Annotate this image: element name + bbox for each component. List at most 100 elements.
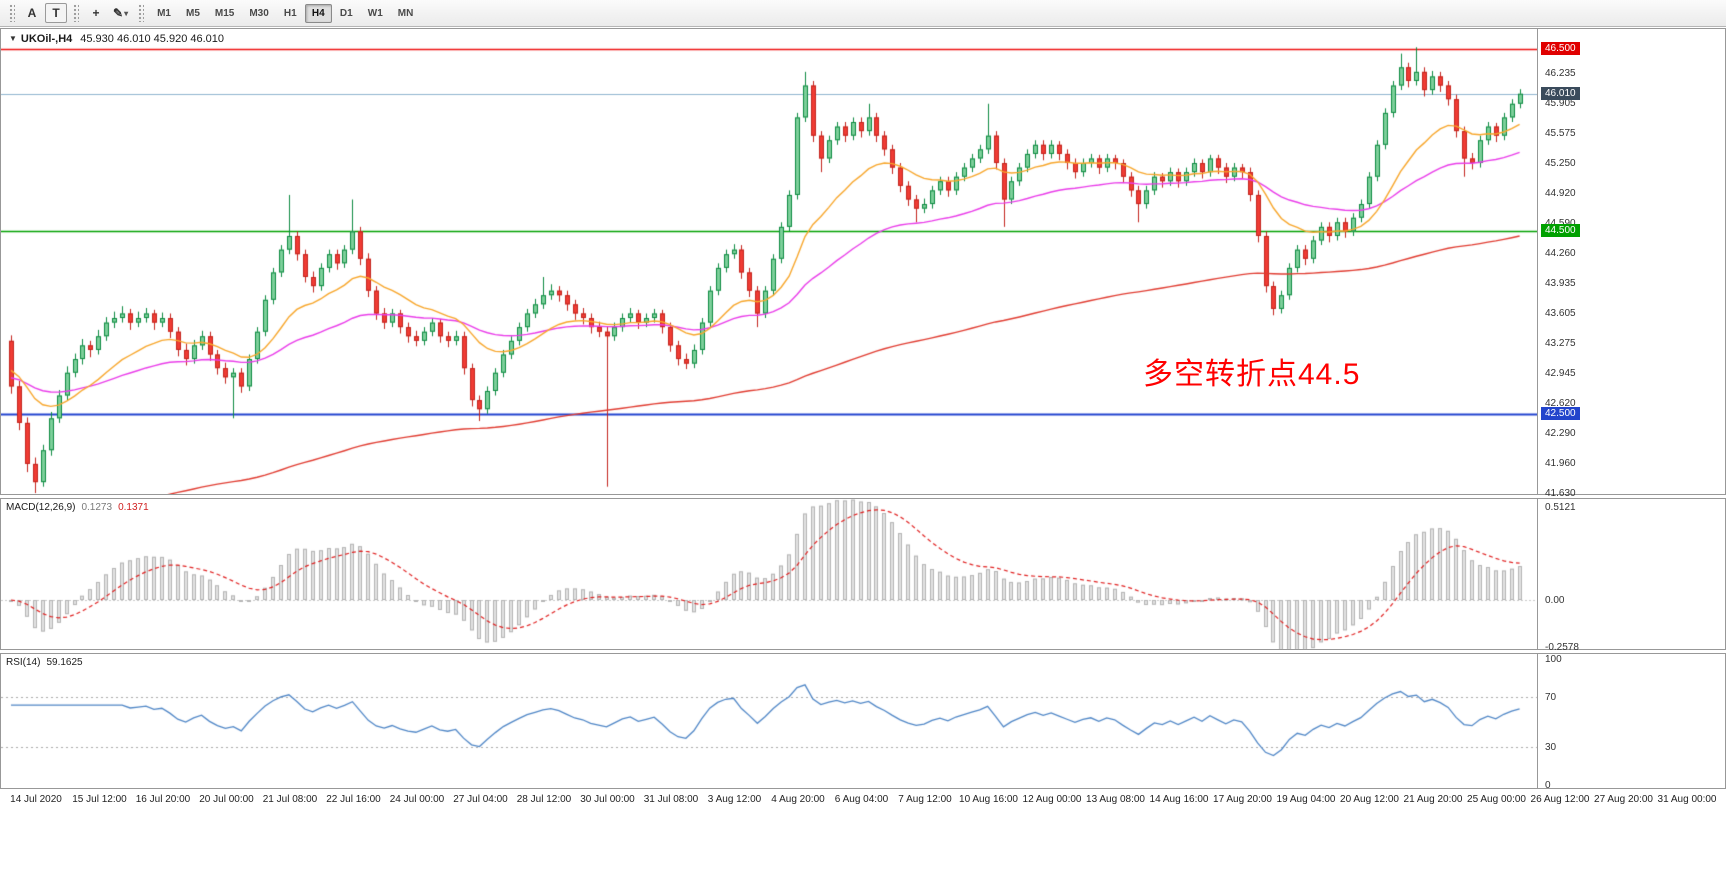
- macd-tick-label: 0.00: [1545, 595, 1565, 606]
- text-tool-button[interactable]: T: [45, 3, 67, 23]
- scale-separator: [1537, 654, 1538, 788]
- toolbar-grip[interactable]: [9, 4, 15, 22]
- price-badge-46.500: 46.500: [1541, 42, 1580, 56]
- time-label: 21 Aug 20:00: [1403, 794, 1463, 805]
- price-tick-label: 43.605: [1545, 308, 1576, 319]
- time-label: 14 Aug 16:00: [1149, 794, 1209, 805]
- macd-tick-label: 0.5121: [1545, 502, 1576, 513]
- time-label: 4 Aug 20:00: [771, 794, 825, 805]
- time-label: 3 Aug 12:00: [707, 794, 762, 805]
- price-scale[interactable]: 46.235 45.905 45.575 45.250 44.920 44.590 44.2…: [1538, 29, 1725, 499]
- toolbar-grip[interactable]: [73, 4, 79, 22]
- price-tick-label: 45.250: [1545, 158, 1576, 170]
- quick-trade-collapse-icon[interactable]: ▼: [9, 34, 17, 43]
- time-axis[interactable]: 14 Jul 2020 15 Jul 12:00 16 Jul 20:00 20 Ju…: [0, 790, 1724, 812]
- pencil-icon: ✎: [113, 6, 124, 20]
- scale-separator: [1537, 29, 1538, 494]
- scale-separator: [1537, 499, 1538, 649]
- macd-indicator-label: MACD(12,26,9): [6, 502, 76, 513]
- time-label: 15 Jul 12:00: [72, 794, 127, 805]
- price-chart-panel: ▼ UKOil-,H4 45.930 46.010 45.920 46.010 多空…: [0, 28, 1726, 499]
- rsi-tick-label: 100: [1545, 654, 1562, 665]
- timeframe-button-w1[interactable]: W1: [361, 4, 390, 23]
- timeframe-button-mn[interactable]: MN: [391, 4, 421, 23]
- price-tick-label: 41.630: [1545, 488, 1576, 500]
- price-tick-label: 45.575: [1545, 128, 1576, 140]
- time-label: 22 Jul 16:00: [326, 794, 381, 805]
- pivot-annotation-text: 多空转折点44.5: [1143, 358, 1361, 391]
- symbol-timeframe-label: UKOil-,H4: [20, 33, 73, 45]
- toolbar-grip[interactable]: [138, 4, 145, 22]
- time-label: 20 Aug 12:00: [1340, 794, 1399, 805]
- price-tick-label: 42.290: [1545, 427, 1576, 439]
- price-tick-label: 42.945: [1545, 368, 1576, 380]
- time-label: 31 Jul 08:00: [643, 794, 699, 805]
- price-tick-label: 43.935: [1545, 277, 1576, 289]
- rsi-panel: RSI(14) 59.1625 100 70 30 0: [0, 653, 1726, 791]
- macd-main-value: 0.1273: [81, 502, 113, 513]
- timeframe-button-m5[interactable]: M5: [179, 4, 207, 23]
- symbol-header: ▼ UKOil-,H4 45.930 46.010 45.920 46.010: [9, 33, 224, 45]
- price-chart-canvas[interactable]: [1, 29, 1537, 494]
- price-badge-46.010: 46.010: [1541, 86, 1580, 100]
- macd-scale[interactable]: 0.5121 0.00 -0.2578: [1538, 499, 1725, 653]
- time-label: 19 Aug 04:00: [1276, 794, 1336, 805]
- time-label: 20 Jul 00:00: [199, 794, 254, 805]
- price-tick-label: 41.960: [1545, 458, 1576, 469]
- price-tick-label: 43.275: [1545, 338, 1576, 350]
- time-label: 27 Jul 04:00: [453, 794, 508, 805]
- rsi-tick-label: 70: [1545, 691, 1557, 703]
- price-tick-label: 44.590: [1545, 218, 1576, 229]
- time-label: 25 Aug 00:00: [1467, 794, 1526, 805]
- crosshair-tool-button[interactable]: +: [85, 3, 107, 23]
- rsi-value: 59.1625: [46, 657, 83, 668]
- time-label: 12 Aug 00:00: [1022, 794, 1082, 805]
- timeframe-button-h1[interactable]: H1: [277, 4, 304, 23]
- timeframe-button-h4[interactable]: H4: [304, 3, 332, 23]
- price-tick-label: 44.260: [1545, 248, 1576, 260]
- rsi-canvas[interactable]: [1, 654, 1537, 788]
- time-label: 31 Aug 00:00: [1657, 794, 1717, 805]
- rsi-header: RSI(14) 59.1625: [6, 657, 83, 668]
- macd-tick-label: -0.2578: [1545, 641, 1579, 653]
- time-label: 14 Jul 2020: [10, 794, 62, 805]
- price-badge-44.500: 44.500: [1541, 224, 1580, 238]
- macd-signal-value: 0.1371: [118, 502, 149, 513]
- timeframe-button-m30[interactable]: M30: [242, 4, 275, 23]
- macd-canvas[interactable]: [1, 499, 1537, 649]
- price-tick-label: 44.920: [1545, 188, 1576, 200]
- annotation-a-button[interactable]: A: [21, 3, 43, 23]
- ohlc-values: 45.930 46.010 45.920 46.010: [80, 33, 225, 45]
- time-label: 10 Aug 16:00: [959, 794, 1018, 805]
- time-label: 24 Jul 00:00: [389, 794, 445, 805]
- rsi-tick-label: 0: [1545, 780, 1551, 791]
- rsi-tick-label: 30: [1545, 742, 1557, 754]
- time-label: 21 Jul 08:00: [262, 794, 318, 805]
- crosshair-icon: +: [92, 6, 100, 20]
- time-label: 30 Jul 00:00: [580, 794, 635, 805]
- time-label: 16 Jul 20:00: [135, 794, 191, 805]
- timeframe-toolbar: M1 M5 M15 M30 H1 H4 D1 W1 MN: [150, 3, 421, 23]
- timeframe-button-m15[interactable]: M15: [208, 4, 241, 23]
- timeframe-button-d1[interactable]: D1: [333, 4, 360, 23]
- macd-panel: MACD(12,26,9) 0.1273 0.1371 0.5121 0.00 -0.2…: [0, 498, 1726, 653]
- time-label: 28 Jul 12:00: [516, 794, 572, 805]
- time-label: 26 Aug 12:00: [1530, 794, 1590, 805]
- top-toolbar: A T + ✎ ▾ M1 M5 M15 M30 H1 H4 D1 W1 MN: [0, 0, 1726, 27]
- dropdown-arrow-icon: ▾: [124, 8, 129, 18]
- price-tick-label: 46.235: [1545, 68, 1576, 80]
- time-label: 17 Aug 20:00: [1213, 794, 1272, 805]
- time-label: 13 Aug 08:00: [1086, 794, 1145, 805]
- rsi-scale[interactable]: 100 70 30 0: [1538, 654, 1725, 791]
- time-label: 6 Aug 04:00: [834, 794, 889, 805]
- price-badge-42.500: 42.500: [1541, 406, 1580, 420]
- price-tick-label: 42.620: [1545, 397, 1576, 409]
- timeframe-button-m1[interactable]: M1: [150, 4, 178, 23]
- macd-header: MACD(12,26,9) 0.1273 0.1371: [6, 502, 149, 513]
- draw-tool-button[interactable]: ✎ ▾: [109, 3, 132, 23]
- rsi-indicator-label: RSI(14): [6, 657, 41, 668]
- time-label: 27 Aug 20:00: [1594, 794, 1653, 805]
- price-tick-label: 45.905: [1545, 98, 1576, 110]
- chart-window: ▼ UKOil-,H4 45.930 46.010 45.920 46.010 多空…: [0, 28, 1726, 896]
